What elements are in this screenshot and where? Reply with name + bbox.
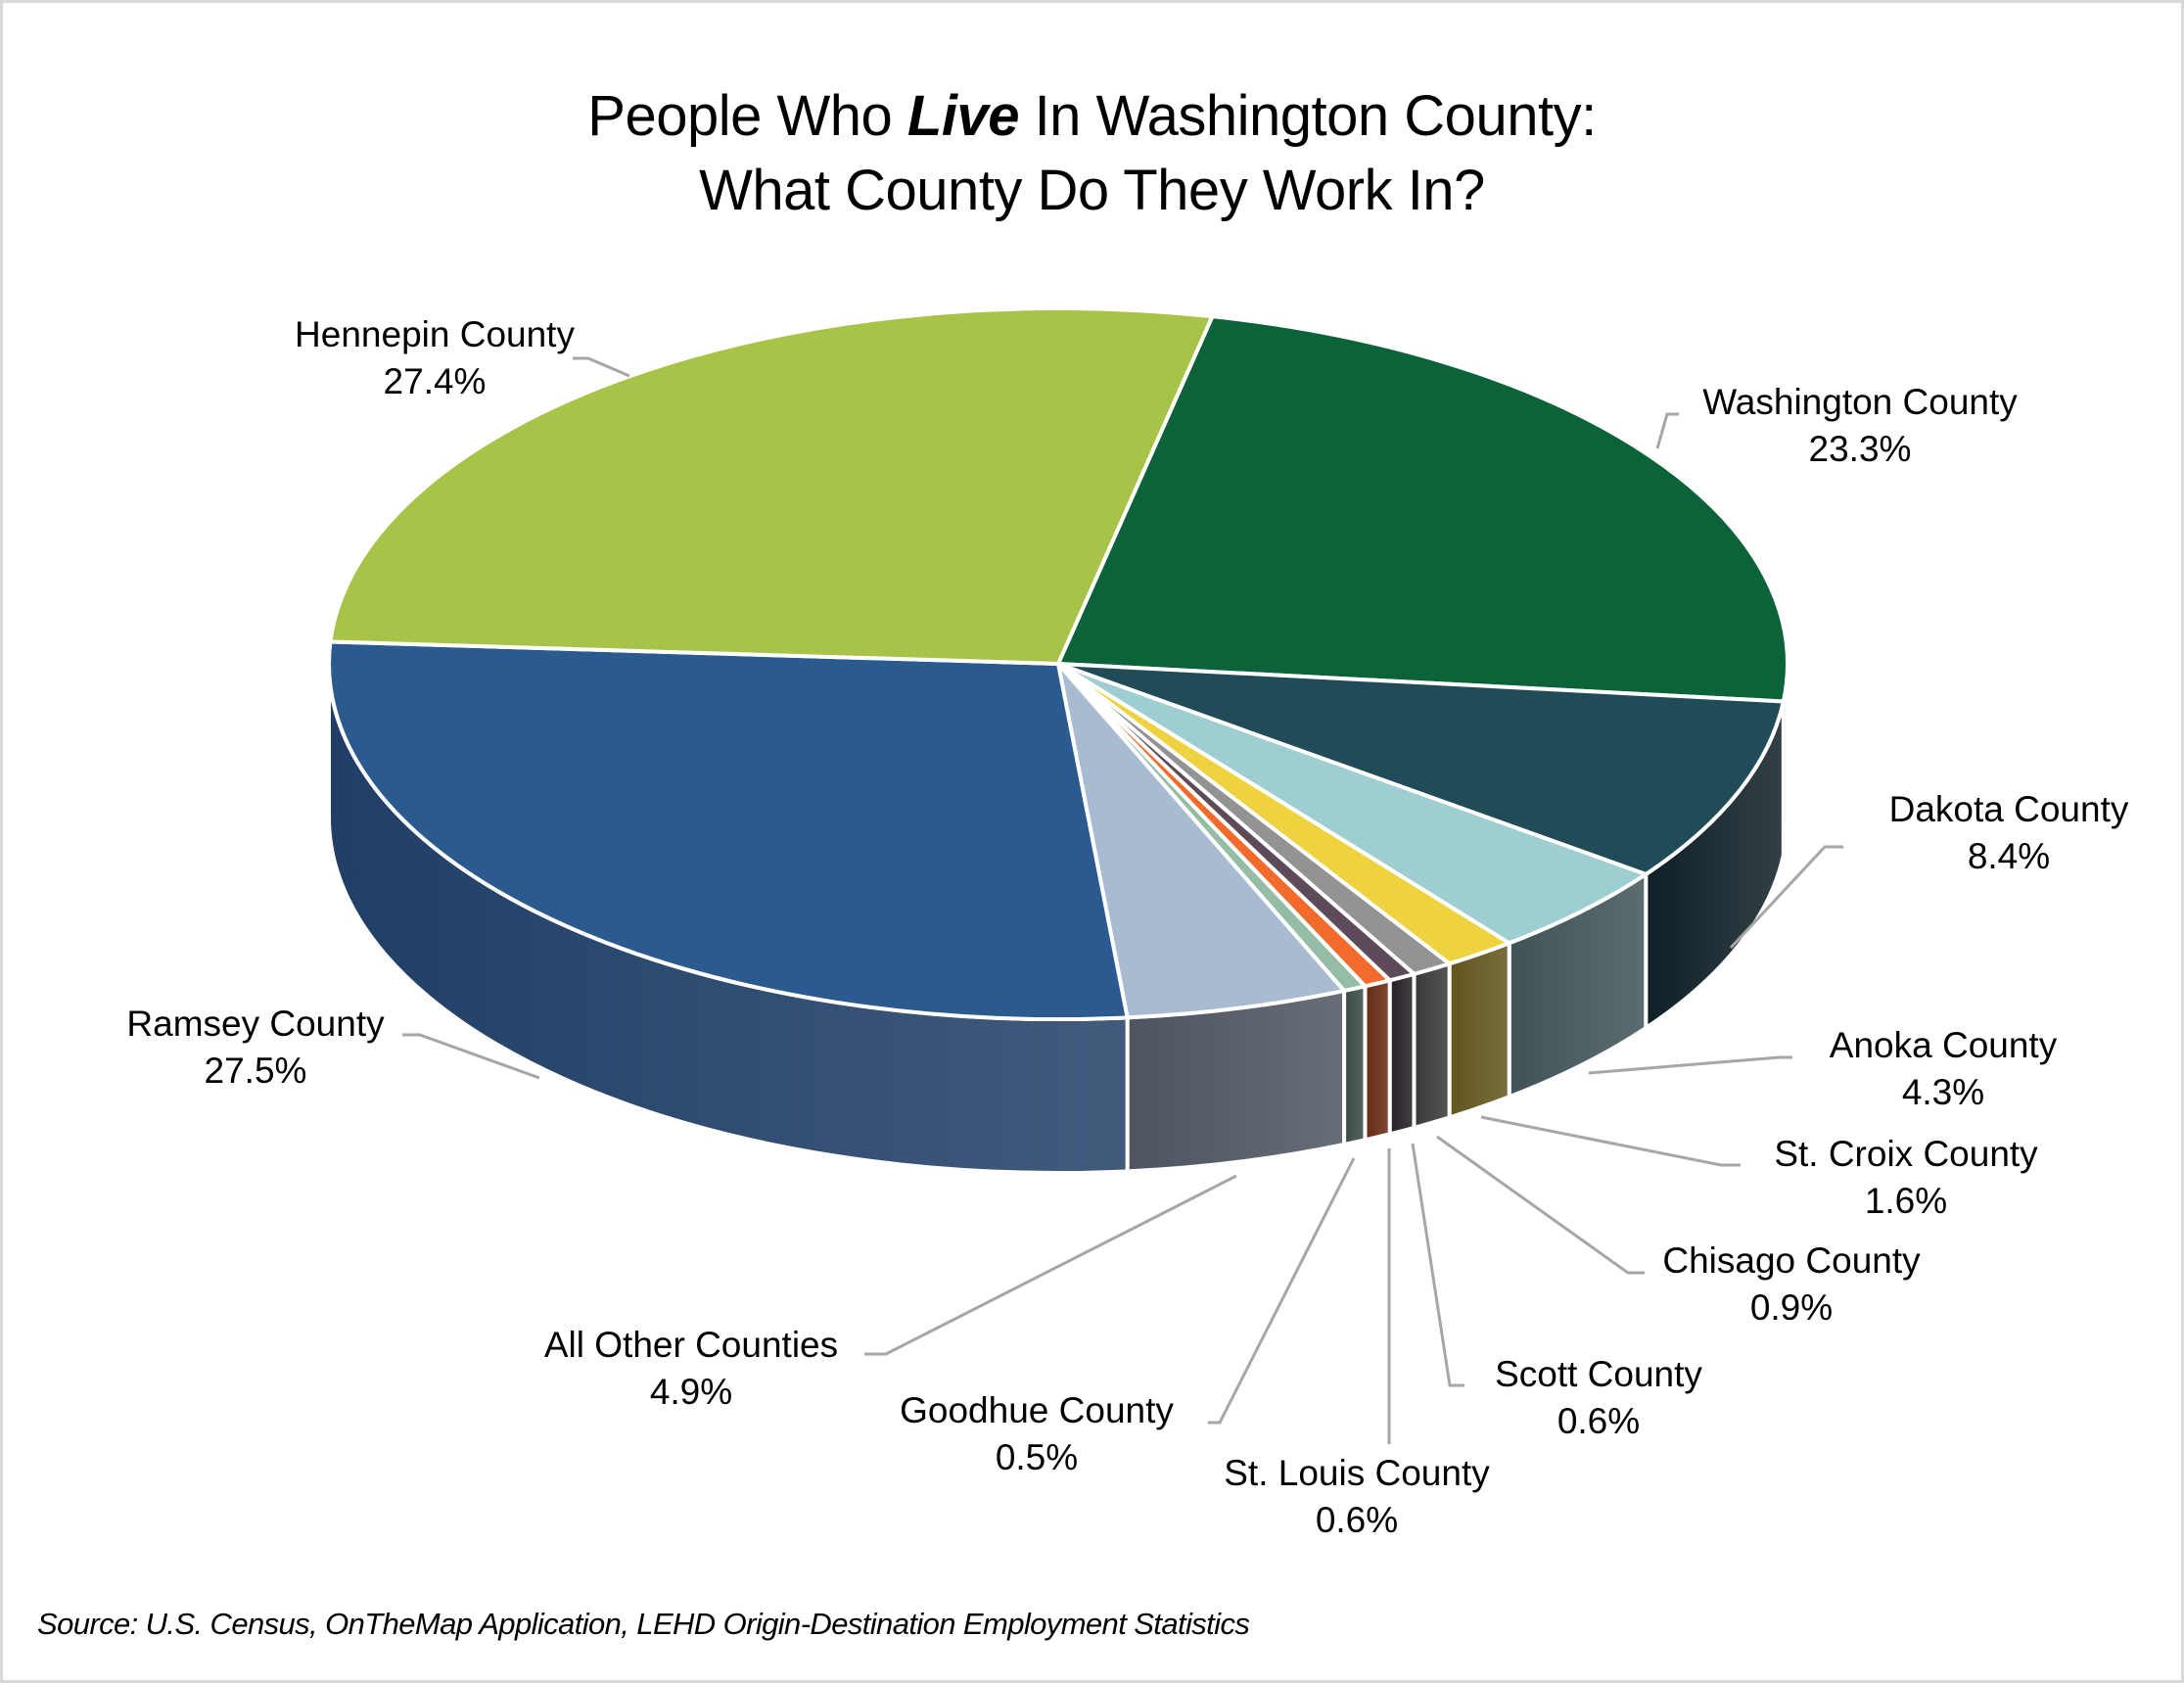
data-label-scott-county: Scott County 0.6% — [1495, 1351, 1702, 1445]
slice-side-goodhue-county — [1342, 983, 1368, 1147]
label-value: 4.9% — [649, 1372, 733, 1412]
leader-line-anoka-county — [1588, 1055, 1792, 1075]
slice-side-all-other-counties — [1125, 988, 1347, 1174]
title-text: In Washington County: — [1018, 84, 1598, 148]
slice-side-st-croix-county — [1447, 940, 1511, 1121]
leader-line-washington-county — [1655, 412, 1679, 449]
slice-ramsey-county[interactable] — [327, 639, 1130, 1022]
pie-sides — [327, 663, 1789, 1176]
label-name: Chisago County — [1662, 1240, 1921, 1281]
title-text: People Who — [587, 84, 907, 148]
slice-dakota-county[interactable] — [1056, 662, 1786, 877]
leader-line-goodhue-county — [1208, 1157, 1356, 1425]
label-name: Scott County — [1495, 1354, 1702, 1394]
pie-top — [327, 306, 1789, 1022]
label-value: 8.4% — [1967, 836, 2051, 876]
chart-title: People Who Live In Washington County: Wh… — [3, 79, 2181, 228]
leader-line-all-other-counties — [864, 1174, 1237, 1356]
data-label-all-other-counties: All Other Counties 4.9% — [544, 1322, 838, 1416]
leader-line-scott-county — [1411, 1143, 1464, 1387]
leader-line-dakota-county — [1729, 845, 1843, 950]
data-label-washington-county: Washington County 23.3% — [1702, 379, 2018, 473]
leader-line-chisago-county — [1436, 1135, 1645, 1275]
title-line-2: What County Do They Work In? — [699, 159, 1485, 222]
data-label-goodhue-county: Goodhue County 0.5% — [900, 1387, 1174, 1481]
data-label-st-croix-county: St. Croix County 1.6% — [1774, 1131, 2037, 1225]
data-label-dakota-county: Dakota County 8.4% — [1889, 786, 2129, 880]
data-label-anoka-county: Anoka County 4.3% — [1830, 1022, 2057, 1116]
title-emphasis: Live — [906, 84, 1020, 148]
data-label-ramsey-county: Ramsey County 27.5% — [126, 1001, 384, 1095]
pie-chart — [327, 306, 1843, 1444]
label-value: 0.9% — [1749, 1287, 1834, 1328]
slice-side-scott-county — [1387, 971, 1417, 1137]
label-value: 0.6% — [1315, 1500, 1399, 1540]
label-name: Hennepin County — [295, 314, 575, 354]
slice-anoka-county[interactable] — [1056, 662, 1649, 946]
label-name: Ramsey County — [126, 1004, 385, 1044]
label-name: St. Croix County — [1774, 1134, 2038, 1174]
leader-line-hennepin-county — [573, 356, 630, 378]
label-name: Washington County — [1702, 382, 2018, 422]
label-name: St. Louis County — [1224, 1453, 1490, 1493]
label-value: 1.6% — [1864, 1181, 1948, 1221]
slice-washington-county[interactable] — [1056, 314, 1789, 704]
label-value: 4.3% — [1901, 1072, 1985, 1112]
slice-side-st-louis-county — [1363, 977, 1392, 1143]
label-name: Goodhue County — [900, 1390, 1174, 1430]
label-value: 23.3% — [1808, 429, 1912, 469]
slice-all-other-counties[interactable] — [1056, 662, 1347, 1020]
slice-side-chisago-county — [1412, 960, 1452, 1131]
slice-hennepin-county[interactable] — [328, 306, 1215, 666]
label-value: 27.4% — [383, 361, 487, 401]
leader-line-ramsey-county — [402, 1033, 540, 1080]
label-value: 0.6% — [1557, 1401, 1641, 1441]
label-value: 27.5% — [204, 1051, 307, 1091]
leader-line-st-croix-county — [1480, 1115, 1741, 1167]
label-value: 0.5% — [995, 1437, 1079, 1477]
label-name: All Other Counties — [543, 1325, 839, 1365]
label-name: Dakota County — [1888, 789, 2129, 829]
data-label-chisago-county: Chisago County 0.9% — [1662, 1238, 1920, 1332]
leader-lines — [402, 356, 1843, 1444]
data-label-st-louis-county: St. Louis County 0.6% — [1224, 1450, 1489, 1544]
source-note: Source: U.S. Census, OnTheMap Applicatio… — [37, 1607, 1250, 1641]
data-label-hennepin-county: Hennepin County 27.4% — [295, 311, 575, 405]
title-line-1: People Who Live In Washington County: — [3, 79, 2181, 154]
label-name: Anoka County — [1829, 1025, 2058, 1065]
